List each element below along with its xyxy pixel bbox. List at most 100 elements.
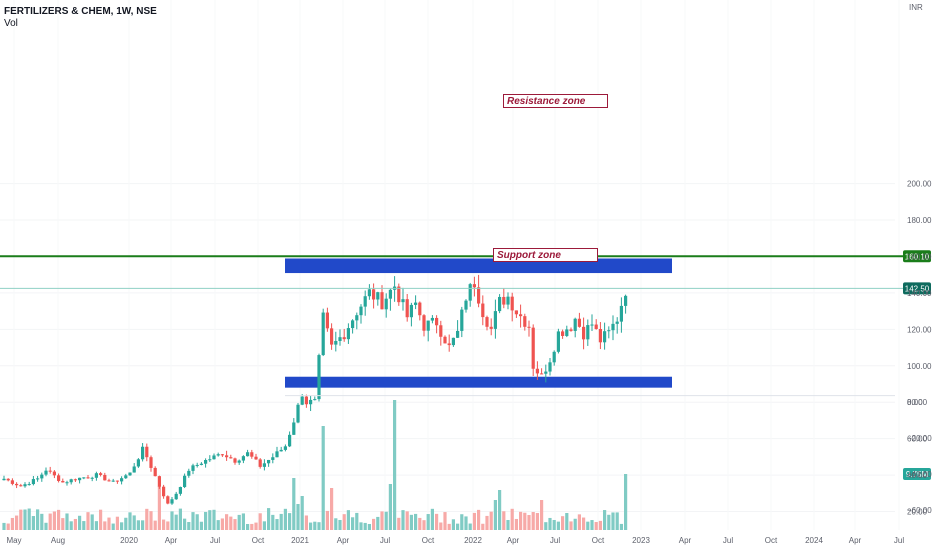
volume-bar [254,522,258,530]
volume-bar [271,514,275,530]
volume-bar [212,509,216,530]
candle-body [23,484,27,487]
volume-bar [15,515,19,530]
candle-body [384,298,388,310]
volume-bar [519,511,523,530]
price-tick-label: 20.00 [907,508,928,517]
volume-bar [57,509,61,530]
candle-body [262,463,266,467]
volume-bar [220,518,224,530]
volume-bar [569,521,573,530]
resistance-price-label: 160.10 [905,252,930,261]
candle-body [2,478,6,481]
last-price-tag [903,282,931,295]
candle-body [493,311,497,329]
candle-body [225,455,229,458]
volume-bar [250,523,254,530]
candle-body [367,289,371,297]
price-tick-label: 180.00 [907,216,932,225]
time-tick-label: Jul [894,536,904,545]
candle-body [124,475,128,479]
volume-bar [23,509,27,530]
resistance-zone-label: Resistance zone [503,94,608,108]
volume-bar [288,513,292,530]
volume-bar [489,511,493,530]
candle-body [590,324,594,326]
volume-tick-label: −40.00 [907,470,932,479]
volume-bar [208,510,212,530]
volume-bar [502,511,506,530]
candle-body [40,474,44,479]
volume-bar [191,512,195,530]
volume-bar [409,514,413,530]
candle-body [204,460,208,464]
candle-body [477,287,481,304]
candle-body [540,373,544,375]
volume-bar [103,521,107,530]
candles [2,274,628,505]
volume-bar [586,521,590,530]
volume-bar [174,514,178,530]
candle-body [65,482,69,484]
candle-body [451,337,455,346]
candle-body [99,473,103,475]
candle-body [414,302,418,305]
time-tick-label: Apr [165,536,178,545]
candle-body [506,296,510,305]
candle-body [246,452,250,457]
volume-bar [359,522,363,530]
volume-bar [246,523,250,530]
candle-body [325,312,329,329]
candle-body [141,446,145,460]
candle-body [594,324,598,329]
volume-bar [292,478,296,530]
volume-legend: Vol [4,18,18,29]
volume-bar [451,519,455,530]
last-volume-tag [903,468,931,480]
volume-bar [6,523,10,530]
volume-bar [19,509,23,530]
volume-bar [380,511,384,530]
volume-bar [540,500,544,530]
candle-body [548,362,552,372]
volume-bar [426,514,430,530]
volume-bar [405,511,409,530]
volume-bar [376,516,380,530]
volume-bar [514,518,518,530]
volume-bar [275,519,279,530]
time-tick-label: Aug [51,536,65,545]
candle-body [73,479,77,481]
volume-bar [149,511,153,530]
volume-bar [443,512,447,530]
candle-body [178,487,182,494]
candle-body [619,305,623,322]
volume-bar [162,519,166,530]
volume-bar [48,513,52,530]
candle-body [254,456,258,460]
volume-bar [573,518,577,530]
candle-body [510,296,514,311]
candle-body [401,299,405,303]
candle-body [380,292,384,310]
candle-body [561,331,565,336]
candle-body [279,449,283,452]
candle-body [216,454,220,456]
time-tick-label: Apr [849,536,862,545]
volume-bar [607,514,611,530]
candle-body [57,475,61,481]
time-tick-label: Jul [380,536,390,545]
volume-bar [611,512,615,530]
candle-body [502,296,506,305]
volume-bar [44,522,48,530]
candle-body [527,326,531,328]
price-lines: 160.10 142.50 9.75M [0,250,931,480]
volume-bar [124,517,128,530]
candle-body [145,446,149,458]
candle-body [481,303,485,318]
volume-bar [624,474,628,530]
time-tick-label: 2022 [464,536,482,545]
volume-bar [283,508,287,530]
candle-body [10,480,14,484]
volume-bar [65,513,69,530]
